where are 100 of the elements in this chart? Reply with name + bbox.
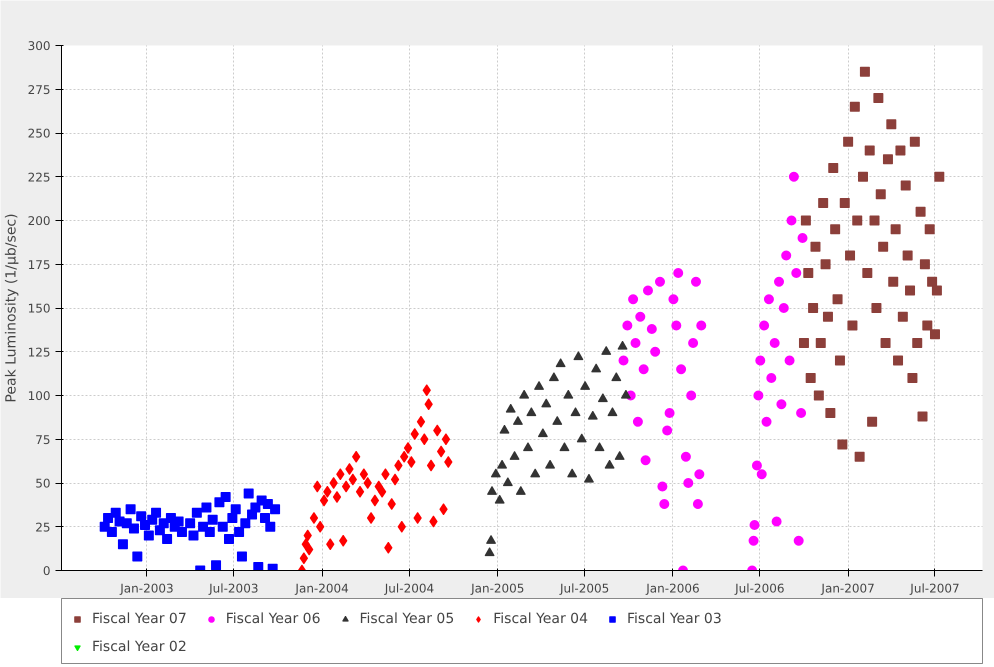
- point: [444, 456, 452, 468]
- point: [845, 250, 856, 260]
- x-tick-label: Jul-2005: [558, 582, 610, 596]
- point: [345, 463, 354, 475]
- point: [559, 442, 570, 452]
- point: [814, 390, 824, 400]
- point: [204, 527, 215, 537]
- point: [598, 393, 608, 402]
- point: [788, 172, 799, 182]
- point: [106, 527, 117, 537]
- point: [144, 530, 154, 540]
- point: [784, 356, 795, 366]
- point: [490, 468, 501, 478]
- point: [860, 66, 870, 77]
- point: [825, 408, 836, 418]
- point: [580, 381, 590, 390]
- point: [770, 338, 780, 348]
- point: [898, 312, 908, 322]
- y-tick-label: 300: [28, 39, 50, 53]
- point: [234, 527, 244, 537]
- point: [516, 486, 526, 495]
- y-tick-label: 0: [42, 564, 51, 578]
- point: [840, 198, 850, 208]
- point: [870, 216, 880, 226]
- point: [858, 172, 868, 182]
- point: [752, 460, 762, 470]
- point: [916, 206, 926, 217]
- point: [567, 468, 578, 478]
- point: [360, 468, 368, 480]
- y-tick-label: 50: [35, 476, 51, 490]
- point: [622, 320, 632, 330]
- point: [378, 486, 386, 498]
- y-tick-label: 275: [28, 82, 50, 97]
- point: [604, 460, 615, 469]
- point: [798, 338, 809, 348]
- point: [810, 242, 820, 252]
- point: [902, 250, 913, 260]
- point: [304, 530, 312, 542]
- point: [852, 216, 862, 226]
- point: [410, 428, 419, 440]
- point: [659, 499, 670, 509]
- point: [136, 511, 146, 522]
- point: [545, 460, 556, 469]
- point: [668, 294, 678, 304]
- point: [497, 460, 508, 469]
- point: [128, 524, 139, 534]
- point: [806, 373, 816, 383]
- point: [548, 372, 559, 382]
- point: [772, 516, 782, 526]
- point: [118, 539, 128, 550]
- point: [591, 364, 602, 372]
- point: [416, 416, 426, 428]
- point: [588, 410, 598, 420]
- point: [388, 498, 396, 510]
- point: [424, 398, 433, 410]
- point: [348, 474, 357, 486]
- point: [640, 455, 651, 466]
- point: [220, 492, 231, 502]
- point: [270, 504, 280, 514]
- point: [404, 442, 412, 454]
- point: [300, 552, 308, 564]
- legend-label: Fiscal Year 07: [92, 610, 187, 628]
- point: [439, 503, 448, 516]
- point: [638, 364, 649, 374]
- point: [211, 560, 222, 570]
- point: [680, 452, 691, 462]
- point: [683, 478, 694, 488]
- legend-label: Fiscal Year 02: [92, 638, 187, 656]
- point: [654, 276, 665, 287]
- point: [494, 494, 505, 504]
- point: [132, 552, 142, 562]
- point: [632, 416, 643, 427]
- point: [673, 268, 684, 278]
- point: [552, 416, 562, 425]
- point: [762, 416, 772, 427]
- point: [864, 146, 875, 156]
- point: [756, 469, 767, 480]
- x-tick-label: Jan-2006: [645, 582, 700, 596]
- point: [201, 502, 212, 512]
- point: [867, 416, 878, 427]
- y-tick-label: 225: [28, 170, 50, 184]
- point: [686, 390, 696, 400]
- point: [635, 312, 646, 322]
- point: [538, 428, 548, 438]
- point: [512, 416, 523, 425]
- x-tick-label: Jul-2004: [384, 582, 434, 596]
- legend-label: Fiscal Year 05: [360, 610, 454, 628]
- point: [541, 398, 552, 408]
- point: [900, 180, 911, 190]
- point: [530, 468, 540, 478]
- point: [843, 136, 854, 147]
- point: [151, 508, 162, 518]
- x-tick-label: Jan-2004: [294, 582, 349, 596]
- point: [499, 424, 510, 434]
- point: [893, 356, 904, 366]
- point: [126, 504, 136, 514]
- point: [584, 474, 594, 483]
- point: [850, 102, 860, 112]
- point: [534, 381, 544, 390]
- point: [630, 338, 641, 348]
